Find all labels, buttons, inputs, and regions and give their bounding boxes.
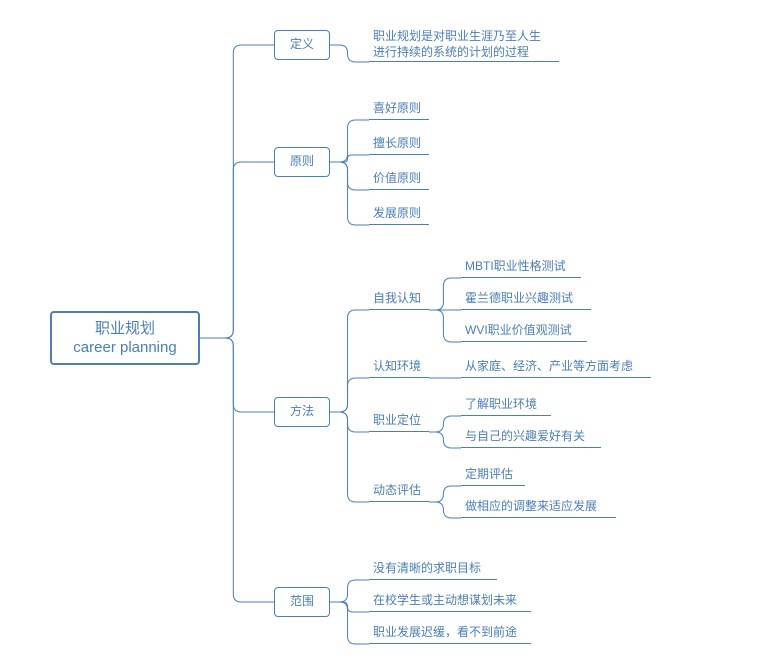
leaf-node: 擅长原则 xyxy=(369,135,429,155)
root-node: 职业规划 career planning xyxy=(50,311,200,365)
branch-node-scope: 范围 xyxy=(274,587,330,617)
leaf-node: 霍兰德职业兴趣测试 xyxy=(461,290,591,310)
leaf-node: 了解职业环境 xyxy=(461,396,551,416)
leaf-node: 做相应的调整来适应发展 xyxy=(461,498,616,518)
branch-node-method: 方法 xyxy=(274,397,330,427)
leaf-node: MBTI职业性格测试 xyxy=(461,258,581,278)
mindmap-stage: 职业规划 career planning 定义原则方法范围 职业规划是对职业生涯乃至… xyxy=(0,0,760,670)
branch-node-prin: 原则 xyxy=(274,147,330,177)
leaf-node: 与自己的兴趣爱好有关 xyxy=(461,428,601,448)
leaf-node: 从家庭、经济、产业等方面考虑 xyxy=(461,358,651,378)
leaf-node: 喜好原则 xyxy=(369,100,429,120)
leaf-node: 职业规划是对职业生涯乃至人生 进行持续的系统的计划的过程 xyxy=(369,28,559,62)
leaf-node: 职业定位 xyxy=(369,412,429,432)
leaf-node: 在校学生或主动想谋划未来 xyxy=(369,592,531,612)
leaf-node: 发展原则 xyxy=(369,205,429,225)
leaf-node: 动态评估 xyxy=(369,482,429,502)
leaf-node: 没有清晰的求职目标 xyxy=(369,560,497,580)
leaf-node: 认知环境 xyxy=(369,358,429,378)
leaf-node: 价值原则 xyxy=(369,170,429,190)
leaf-node: 定期评估 xyxy=(461,466,525,486)
leaf-node: WVI职业价值观测试 xyxy=(461,322,587,342)
leaf-node: 自我认知 xyxy=(369,290,429,310)
branch-node-def: 定义 xyxy=(274,30,330,60)
leaf-node: 职业发展迟缓，看不到前途 xyxy=(369,624,531,644)
